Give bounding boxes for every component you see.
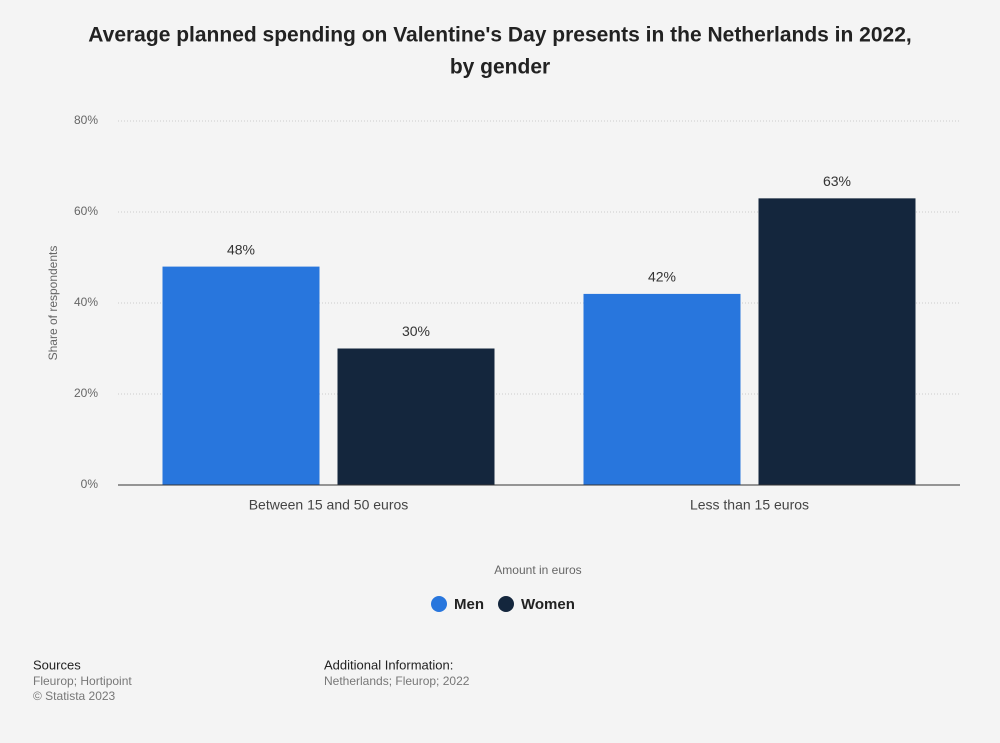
chart-title: Average planned spending on Valentine's … [88, 24, 911, 47]
y-axis-title: Share of respondents [46, 246, 60, 361]
value-label: 30% [402, 323, 430, 339]
y-tick-label: 0% [81, 477, 99, 491]
sources-title: Sources [33, 657, 81, 672]
legend-label[interactable]: Women [521, 596, 575, 613]
x-axis-title: Amount in euros [494, 563, 581, 577]
info-title: Additional Information: [324, 657, 453, 672]
x-tick-label: Between 15 and 50 euros [249, 497, 409, 513]
copyright: © Statista 2023 [33, 689, 116, 703]
value-label: 48% [227, 241, 255, 257]
value-label: 63% [823, 173, 851, 189]
bar [758, 198, 916, 485]
legend-marker[interactable] [498, 596, 514, 612]
info: Netherlands; Fleurop; 2022 [324, 674, 470, 688]
value-label: 42% [648, 269, 676, 285]
y-tick-label: 20% [74, 386, 98, 400]
legend-label[interactable]: Men [454, 596, 484, 613]
chart-subtitle: by gender [450, 56, 550, 79]
legend-marker[interactable] [431, 596, 447, 612]
y-tick-label: 60% [74, 204, 98, 218]
sources: Fleurop; Hortipoint [33, 674, 132, 688]
bar [583, 293, 741, 485]
bar [162, 266, 320, 485]
bar [337, 348, 495, 485]
y-tick-label: 80% [74, 113, 98, 127]
x-tick-label: Less than 15 euros [690, 497, 809, 513]
y-tick-label: 40% [74, 295, 98, 309]
